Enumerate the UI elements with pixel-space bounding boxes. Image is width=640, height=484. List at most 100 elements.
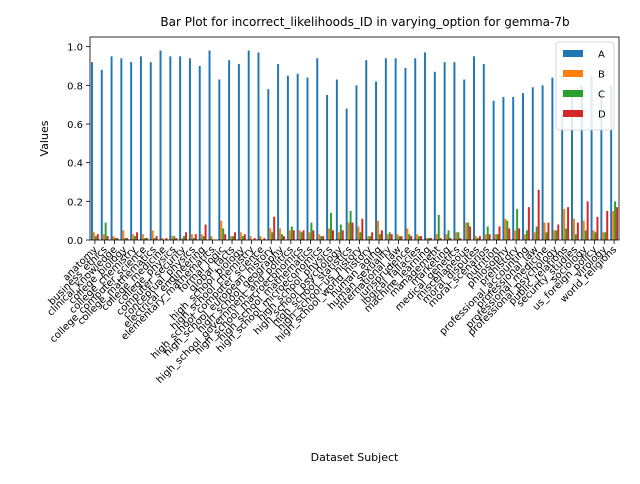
bar-A-world_religions xyxy=(610,85,613,240)
bar-D-high_school_chemistry xyxy=(253,238,256,240)
bar-D-electrical_engineering xyxy=(204,224,207,240)
bar-A-high_school_physics xyxy=(326,95,329,240)
bar-C-high_school_macroeconomics xyxy=(300,232,303,240)
bar-A-electrical_engineering xyxy=(198,66,201,240)
bar-A-high_school_government_and_politics xyxy=(286,75,289,240)
bar-D-public_relations xyxy=(567,207,570,240)
bar-D-logical_fallacies xyxy=(420,236,423,240)
bar-B-nutrition xyxy=(494,234,497,240)
bar-B-formal_logic xyxy=(220,220,223,240)
bar-B-prehistory xyxy=(514,230,517,240)
bar-D-college_chemistry xyxy=(136,232,138,240)
bar-B-elementary_mathematics xyxy=(210,236,213,240)
bar-A-college_chemistry xyxy=(130,62,133,240)
bar-A-high_school_geography xyxy=(277,64,280,240)
bar-B-marketing xyxy=(445,234,448,240)
bar-D-medical_genetics xyxy=(459,238,462,240)
bar-B-electrical_engineering xyxy=(200,234,203,240)
bar-B-professional_psychology xyxy=(553,230,556,240)
bar-D-security_studies xyxy=(576,222,579,240)
bar-D-high_school_mathematics xyxy=(312,230,315,240)
y-tick-label: 0.4 xyxy=(67,159,83,170)
bar-D-college_medicine xyxy=(165,238,168,240)
bar-A-anatomy xyxy=(90,62,93,240)
bar-D-college_computer_science xyxy=(145,238,148,240)
y-axis-label: Values xyxy=(38,120,51,156)
bar-C-business_ethics xyxy=(104,222,107,240)
bar-D-high_school_us_history xyxy=(361,218,364,240)
legend-label-B: B xyxy=(598,70,605,81)
bar-A-security_studies xyxy=(571,89,573,240)
bar-A-management xyxy=(433,71,436,240)
bar-A-formal_logic xyxy=(218,79,221,240)
bar-B-us_foreign_policy xyxy=(592,230,595,240)
bar-A-logical_fallacies xyxy=(414,58,417,240)
bar-D-philosophy xyxy=(508,228,511,240)
bar-A-jurisprudence xyxy=(404,67,407,241)
bar-C-moral_scenarios xyxy=(486,226,489,240)
bar-A-high_school_microeconomics xyxy=(316,58,319,240)
bar-D-high_school_european_history xyxy=(273,216,276,240)
bar-B-security_studies xyxy=(572,218,575,240)
bar-B-professional_law xyxy=(533,232,536,240)
bar-B-high_school_macroeconomics xyxy=(298,230,301,240)
bar-A-high_school_world_history xyxy=(365,60,368,241)
bar-B-high_school_computer_science xyxy=(259,236,262,240)
bar-C-professional_psychology xyxy=(555,230,558,240)
bar-D-high_school_geography xyxy=(282,236,285,240)
bar-A-high_school_computer_science xyxy=(257,52,260,240)
legend-frame xyxy=(555,41,615,131)
bar-B-management xyxy=(435,234,438,240)
bar-B-moral_scenarios xyxy=(484,234,487,240)
bars-layer xyxy=(90,50,619,241)
bar-B-global_facts xyxy=(230,236,233,240)
bar-B-high_school_mathematics xyxy=(308,232,311,240)
bar-A-global_facts xyxy=(228,60,231,241)
bar-D-nutrition xyxy=(498,226,501,240)
bar-D-professional_accounting xyxy=(527,207,530,240)
bar-C-college_chemistry xyxy=(134,236,137,240)
bar-B-medical_genetics xyxy=(455,232,458,240)
bar-D-conceptual_physics xyxy=(194,234,197,240)
bar-D-high_school_statistics xyxy=(351,222,354,240)
bar-B-international_law xyxy=(396,234,399,240)
bar-A-high_school_statistics xyxy=(345,108,348,240)
bar-B-college_mathematics xyxy=(151,230,154,240)
bar-B-conceptual_physics xyxy=(190,234,193,240)
bar-D-high_school_government_and_politics xyxy=(292,230,295,240)
bar-A-high_school_european_history xyxy=(267,89,270,240)
bar-A-computer_security xyxy=(179,56,182,240)
bar-C-college_biology xyxy=(124,238,127,240)
bar-A-college_medicine xyxy=(159,50,162,240)
bar-B-anatomy xyxy=(92,232,95,240)
bar-A-human_aging xyxy=(375,81,378,240)
bar-D-world_religions xyxy=(616,207,619,240)
bar-D-high_school_physics xyxy=(331,230,334,240)
bar-A-college_computer_science xyxy=(139,56,142,240)
bar-C-public_relations xyxy=(565,228,568,240)
legend-swatch-D xyxy=(563,110,583,117)
bar-A-us_foreign_policy xyxy=(590,75,593,240)
bar-B-world_religions xyxy=(612,211,615,240)
bar-D-college_mathematics xyxy=(155,236,158,240)
bar-C-college_mathematics xyxy=(153,238,156,240)
bar-D-management xyxy=(439,238,442,240)
bar-D-computer_security xyxy=(185,232,187,240)
bar-D-college_biology xyxy=(126,238,129,240)
bar-C-nutrition xyxy=(496,234,499,240)
bar-A-college_physics xyxy=(169,56,172,240)
bar-C-anatomy xyxy=(94,236,97,240)
bar-A-college_biology xyxy=(120,58,123,240)
bar-A-high_school_mathematics xyxy=(306,77,309,240)
bar-D-business_ethics xyxy=(106,236,109,240)
bar-B-logical_fallacies xyxy=(416,234,419,240)
legend-swatch-B xyxy=(563,70,583,77)
bar-B-high_school_chemistry xyxy=(249,236,252,240)
bar-B-college_physics xyxy=(171,236,174,240)
bar-A-medical_genetics xyxy=(453,62,456,240)
bar-A-elementary_mathematics xyxy=(208,50,211,240)
bar-C-medical_genetics xyxy=(457,232,460,240)
bar-D-high_school_macroeconomics xyxy=(302,230,305,240)
